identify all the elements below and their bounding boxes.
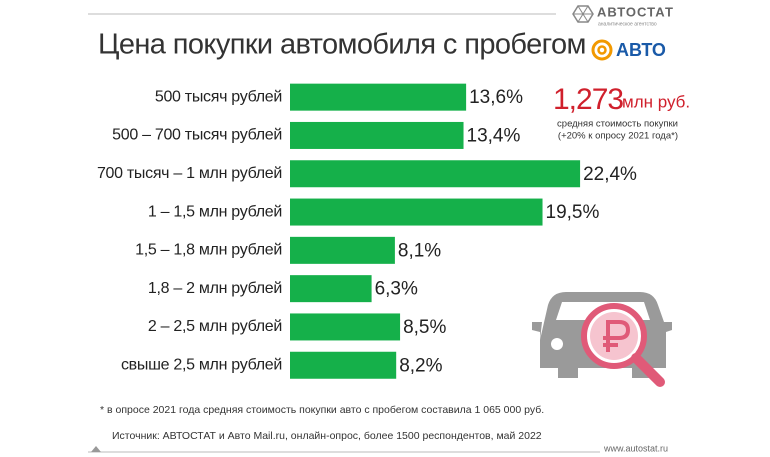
annotation-unit: млн руб.	[622, 92, 690, 111]
value-label: 6,3%	[375, 279, 418, 300]
category-label: 700 тысяч – 1 млн рублей	[97, 165, 282, 182]
chart-title: Цена покупки автомобиля с пробегом	[98, 29, 586, 61]
bar	[290, 275, 372, 303]
autostat-name: АВТОСТАТ	[597, 4, 674, 19]
footnote: * в опросе 2021 года средняя стоимость п…	[100, 404, 544, 416]
mail-auto-name: АВТО	[616, 40, 666, 60]
bar	[290, 121, 464, 149]
source: Источник: АВТОСТАТ и Авто Mail.ru, онлай…	[112, 430, 542, 442]
bar	[290, 198, 543, 226]
website: www.autostat.ru	[603, 443, 668, 453]
annotation-amount: 1,273	[553, 83, 623, 116]
category-label: 1 – 1,5 млн рублей	[148, 203, 282, 220]
bar	[290, 236, 395, 264]
category-label: 1,5 – 1,8 млн рублей	[135, 242, 282, 259]
bar	[290, 313, 401, 341]
category-label: 2 – 2,5 млн рублей	[148, 318, 282, 335]
value-label: 19,5%	[546, 202, 600, 223]
value-label: 8,2%	[399, 355, 442, 376]
value-label: 13,6%	[469, 87, 523, 108]
car-icon	[532, 292, 672, 387]
annotation-caption: средняя стоимость покупки	[557, 119, 678, 130]
value-label: 22,4%	[583, 164, 637, 185]
bar	[290, 351, 397, 379]
category-label: 500 тысяч рублей	[155, 88, 282, 105]
value-label: 8,1%	[398, 240, 441, 261]
category-label: 1,8 – 2 млн рублей	[148, 280, 282, 297]
bar	[290, 160, 581, 188]
annotation-note: (+20% к опросу 2021 года*)	[558, 131, 678, 142]
mail-auto-logo: АВТО	[591, 39, 666, 61]
rule-triangle	[91, 446, 101, 452]
autostat-logo: АВТОСТАТ аналитическое агентство	[572, 4, 674, 27]
category-label: свыше 2,5 млн рублей	[121, 356, 282, 373]
category-label: 500 – 700 тысяч рублей	[112, 127, 282, 144]
value-label: 8,5%	[403, 317, 446, 338]
bar	[290, 83, 467, 111]
autostat-tagline: аналитическое агентство	[598, 21, 657, 27]
value-label: 13,4%	[467, 125, 521, 146]
